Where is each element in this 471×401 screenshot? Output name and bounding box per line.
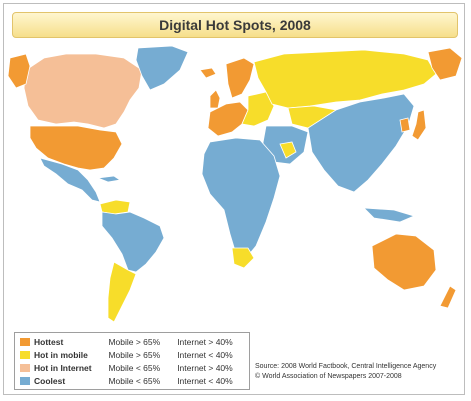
world-map: [7, 45, 463, 323]
region-south-america: [101, 211, 165, 273]
region-gulf-states: [279, 141, 297, 159]
copyright-line: © World Association of Newspapers 2007-2…: [255, 373, 402, 380]
source-note: Source: 2008 World Factbook, Central Int…: [255, 362, 436, 382]
legend-item-hottest: Hottest Mobile > 65% Internet > 40%: [20, 335, 244, 348]
region-southeast-asia: [362, 207, 416, 223]
legend-internet: Internet > 40%: [177, 336, 233, 347]
legend-label: Coolest: [34, 375, 66, 386]
region-scandinavia: [225, 57, 255, 99]
legend-item-hot-in-internet: Hot in Internet Mobile < 65% Internet > …: [20, 361, 244, 374]
map-legend: Hottest Mobile > 65% Internet > 40% Hot …: [14, 332, 250, 390]
legend-item-coolest: Coolest Mobile < 65% Internet < 40%: [20, 374, 244, 387]
source-line: Source: 2008 World Factbook, Central Int…: [255, 363, 437, 370]
region-alaska: [7, 53, 31, 89]
region-argentina: [107, 261, 137, 323]
region-venezuela: [99, 199, 131, 215]
legend-label: Hot in mobile: [34, 349, 88, 360]
region-uk: [209, 89, 221, 109]
region-greenland: [135, 45, 189, 91]
legend-swatch: [20, 363, 30, 372]
region-mexico: [39, 157, 101, 203]
region-south-africa: [231, 247, 255, 269]
legend-mobile: Mobile > 65%: [108, 336, 161, 347]
legend-item-hot-in-mobile: Hot in mobile Mobile > 65% Internet < 40…: [20, 348, 244, 361]
legend-mobile: Mobile < 65%: [108, 375, 161, 386]
legend-swatch: [20, 350, 30, 359]
legend-swatch: [20, 376, 30, 385]
region-africa: [201, 137, 281, 259]
region-russia: [253, 49, 437, 109]
map-title: Digital Hot Spots, 2008: [159, 17, 311, 33]
region-far-east: [427, 47, 463, 81]
legend-mobile: Mobile > 65%: [108, 349, 161, 360]
region-asia: [307, 93, 415, 193]
legend-label: Hottest: [34, 336, 64, 347]
legend-label: Hot in Internet: [34, 362, 92, 373]
legend-swatch: [20, 337, 30, 346]
legend-internet: Internet < 40%: [177, 375, 233, 386]
title-bar: Digital Hot Spots, 2008: [12, 12, 458, 38]
region-caribbean: [97, 175, 122, 183]
region-usa: [29, 125, 123, 171]
region-australia: [371, 233, 437, 291]
region-new-zealand: [439, 285, 457, 309]
legend-mobile: Mobile < 65%: [108, 362, 161, 373]
map-figure: Digital Hot Spots, 2008: [3, 3, 465, 395]
region-canada: [23, 53, 143, 129]
region-iceland: [199, 67, 217, 79]
region-korea: [399, 117, 411, 133]
legend-internet: Internet > 40%: [177, 362, 233, 373]
legend-internet: Internet < 40%: [177, 349, 233, 360]
region-japan: [411, 109, 427, 141]
